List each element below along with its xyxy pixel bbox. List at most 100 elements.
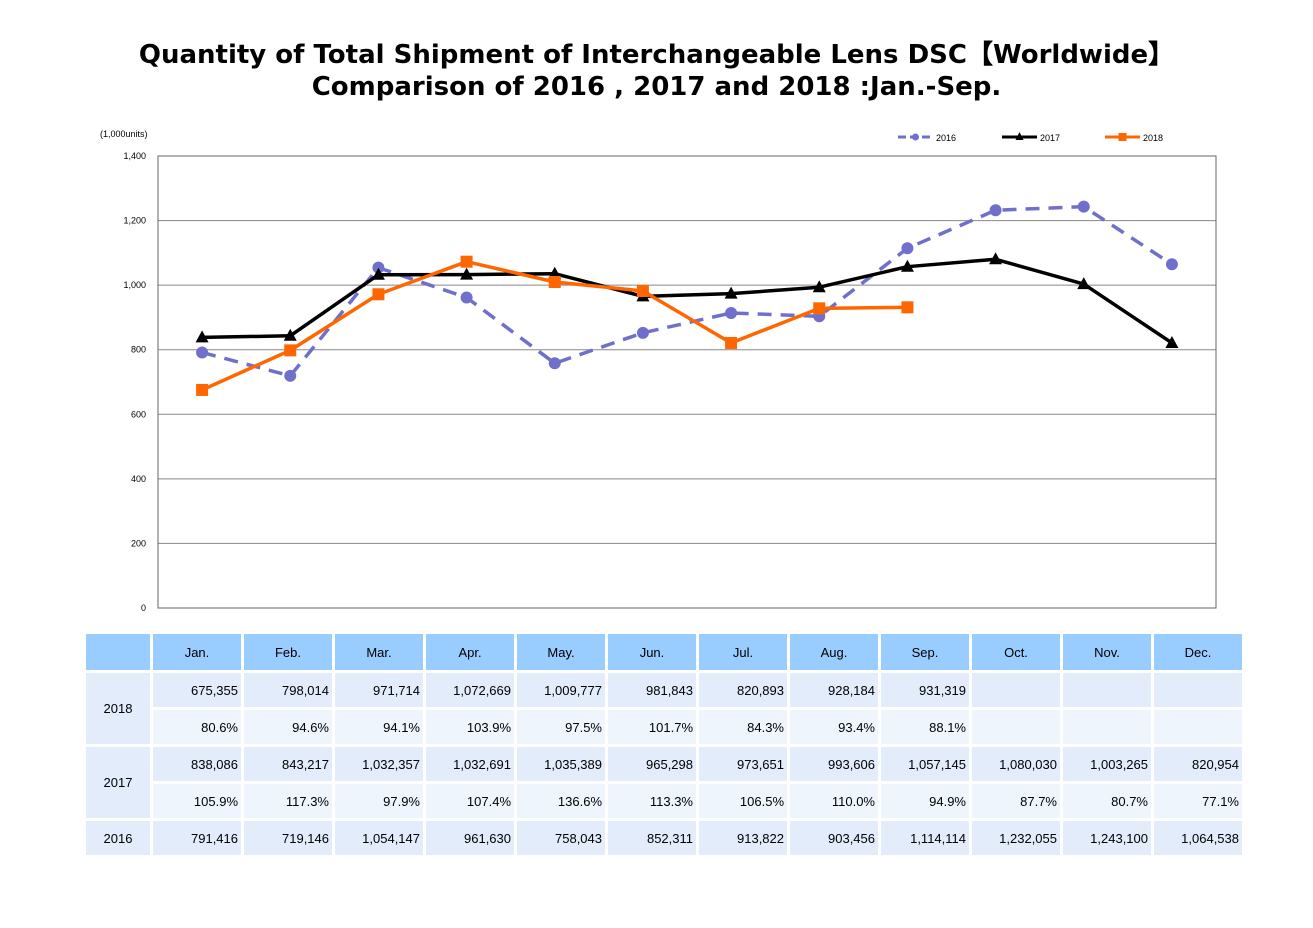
- y-tick-label: 1,400: [123, 151, 146, 161]
- unit-label: (1,000units): [100, 129, 148, 139]
- value-cell: 1,072,669: [426, 673, 514, 707]
- ratio-cell: 77.1%: [1154, 784, 1242, 818]
- point-2016: [460, 291, 473, 304]
- ratio-cell: 136.6%: [517, 784, 605, 818]
- point-2017: [812, 280, 826, 293]
- value-cell: 1,054,147: [335, 821, 423, 855]
- ratio-cell: [972, 710, 1060, 744]
- chart-title: Quantity of Total Shipment of Interchang…: [138, 40, 1175, 70]
- header-month: Feb.: [244, 634, 332, 670]
- y-tick-label: 0: [141, 603, 146, 613]
- point-2016: [901, 242, 914, 255]
- point-2017: [283, 328, 297, 341]
- point-2018: [636, 285, 649, 298]
- point-2017: [724, 286, 738, 299]
- ratio-cell: 88.1%: [881, 710, 969, 744]
- ratio-cell: 103.9%: [426, 710, 514, 744]
- value-cell: 961,630: [426, 821, 514, 855]
- row-year: 2017: [86, 747, 150, 818]
- ratio-cell: 80.7%: [1063, 784, 1151, 818]
- value-cell: 1,114,114: [881, 821, 969, 855]
- value-cell: 820,954: [1154, 747, 1242, 781]
- point-2018: [813, 302, 826, 315]
- table-row-ratio: 80.6% 94.6% 94.1% 103.9% 97.5% 101.7% 84.3% 93.…: [86, 710, 1242, 744]
- point-2016: [1077, 200, 1090, 213]
- value-cell: 1,057,145: [881, 747, 969, 781]
- row-year: 2018: [86, 673, 150, 744]
- point-2018: [548, 275, 561, 288]
- value-cell: 1,080,030: [972, 747, 1060, 781]
- value-cell: 913,822: [699, 821, 787, 855]
- series-line-2017: [202, 257, 1173, 345]
- table-row-ratio: 105.9% 117.3% 97.9% 107.4% 136.6% 113.3% 106.5…: [86, 784, 1242, 818]
- legend-marker-2016: [912, 133, 919, 141]
- ratio-cell: 94.6%: [244, 710, 332, 744]
- ratio-cell: 97.9%: [335, 784, 423, 818]
- legend-label-2018: 2018: [1143, 133, 1163, 143]
- value-cell: 973,651: [699, 747, 787, 781]
- point-2017: [900, 259, 914, 272]
- header-month: May.: [517, 634, 605, 670]
- table-header-row: Jan. Feb. Mar. Apr. May. Jun. Jul. Aug. Sep. Oct.…: [86, 634, 1242, 670]
- y-tick-label: 600: [131, 409, 146, 419]
- header-month: Nov.: [1063, 634, 1151, 670]
- value-cell: 838,086: [153, 747, 241, 781]
- value-cell: 928,184: [790, 673, 878, 707]
- legend-label-2017: 2017: [1040, 133, 1060, 143]
- value-cell: 843,217: [244, 747, 332, 781]
- point-2016: [1165, 258, 1178, 271]
- point-2017: [195, 330, 209, 343]
- point-2018: [901, 301, 914, 314]
- value-cell: 981,843: [608, 673, 696, 707]
- header-month: Aug.: [790, 634, 878, 670]
- value-cell: 758,043: [517, 821, 605, 855]
- value-cell: 971,714: [335, 673, 423, 707]
- ratio-cell: 105.9%: [153, 784, 241, 818]
- point-2016: [284, 369, 297, 382]
- point-2018: [284, 344, 297, 357]
- table-row: 2016 791,416 719,146 1,054,147 961,630 758,04…: [86, 821, 1242, 855]
- legend-marker-2017: [1015, 132, 1024, 140]
- point-2017: [371, 267, 385, 280]
- chart-subtitle: Comparison of 2016 , 2017 and 2018 :Jan.…: [311, 72, 1002, 102]
- ratio-cell: 106.5%: [699, 784, 787, 818]
- value-cell: 791,416: [153, 821, 241, 855]
- point-2018: [372, 288, 385, 301]
- header-corner: [86, 634, 150, 670]
- ratio-cell: 84.3%: [699, 710, 787, 744]
- ratio-cell: 97.5%: [517, 710, 605, 744]
- value-cell: [972, 673, 1060, 707]
- y-tick-label: 1,200: [123, 216, 146, 226]
- value-cell: 1,003,265: [1063, 747, 1151, 781]
- legend-marker-2018: [1118, 133, 1127, 141]
- header-month: Jun.: [608, 634, 696, 670]
- value-cell: 820,893: [699, 673, 787, 707]
- ratio-cell: 80.6%: [153, 710, 241, 744]
- point-2018: [196, 383, 209, 396]
- series-line-2016: [201, 204, 1173, 378]
- value-cell: 1,232,055: [972, 821, 1060, 855]
- y-tick-label: 800: [131, 345, 146, 355]
- point-2018: [725, 336, 738, 349]
- value-cell: 1,243,100: [1063, 821, 1151, 855]
- value-cell: 1,064,538: [1154, 821, 1242, 855]
- ratio-cell: 93.4%: [790, 710, 878, 744]
- ratio-cell: 94.1%: [335, 710, 423, 744]
- table-row: 2018 675,355 798,014 971,714 1,072,669 1,009,…: [86, 673, 1242, 744]
- header-month: Dec.: [1154, 634, 1242, 670]
- ratio-cell: 117.3%: [244, 784, 332, 818]
- ratio-cell: 94.9%: [881, 784, 969, 818]
- point-2017: [460, 267, 474, 280]
- point-2016: [548, 357, 561, 370]
- value-cell: 798,014: [244, 673, 332, 707]
- value-cell: 1,035,389: [517, 747, 605, 781]
- ratio-cell: [1063, 710, 1151, 744]
- point-2017: [1077, 277, 1091, 290]
- y-tick-label: 1,000: [123, 280, 146, 290]
- header-month: Jul.: [699, 634, 787, 670]
- point-2016: [636, 326, 649, 339]
- ratio-cell: [1154, 710, 1242, 744]
- value-cell: 931,319: [881, 673, 969, 707]
- ratio-cell: 110.0%: [790, 784, 878, 818]
